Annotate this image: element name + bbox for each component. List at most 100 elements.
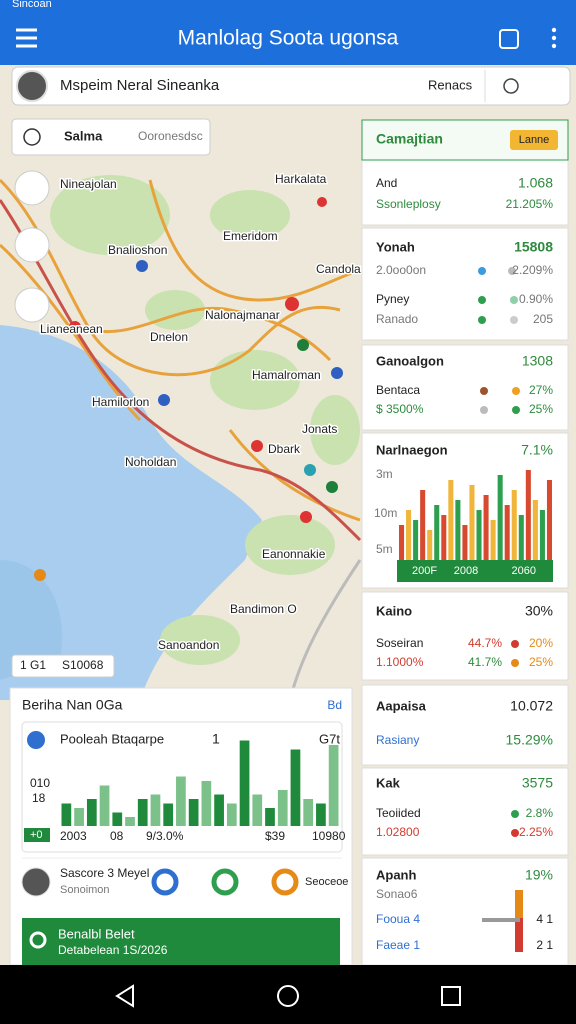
value: 44.7% bbox=[468, 636, 502, 650]
bar bbox=[441, 515, 447, 560]
value: 205 bbox=[533, 312, 553, 326]
label: Pyney bbox=[376, 292, 409, 306]
search-button[interactable]: Renacs bbox=[428, 77, 473, 92]
bar bbox=[150, 794, 161, 826]
shape bbox=[136, 260, 148, 272]
value: 1308 bbox=[522, 353, 553, 369]
back-button[interactable] bbox=[115, 984, 134, 1008]
banner[interactable] bbox=[22, 918, 340, 965]
bar bbox=[469, 485, 475, 560]
recents-button[interactable] bbox=[441, 986, 461, 1006]
status-time: Sincoan bbox=[12, 0, 52, 10]
action-button[interactable] bbox=[499, 29, 519, 49]
map-pins[interactable] bbox=[34, 197, 343, 581]
label: 1.1000% bbox=[376, 655, 424, 669]
bar bbox=[511, 490, 517, 560]
label: Ranado bbox=[376, 312, 418, 326]
profile-action[interactable]: Seoceoe bbox=[305, 876, 348, 888]
x-label: 2008 bbox=[454, 565, 478, 577]
search-bar[interactable] bbox=[11, 66, 571, 106]
x-label: 08 bbox=[110, 829, 124, 843]
map-scale-text: S10068 bbox=[62, 658, 104, 672]
avatar[interactable] bbox=[16, 70, 48, 102]
bar bbox=[201, 781, 212, 826]
panel-link[interactable]: Bd bbox=[327, 698, 342, 712]
bar bbox=[214, 794, 224, 826]
shape bbox=[24, 828, 50, 842]
filter-label: Salma bbox=[64, 128, 103, 143]
value: 3575 bbox=[522, 775, 553, 791]
bar bbox=[74, 808, 84, 826]
bar bbox=[328, 745, 339, 826]
chart-axis bbox=[397, 560, 553, 582]
bar bbox=[239, 740, 250, 826]
parks bbox=[50, 175, 360, 665]
shape bbox=[361, 227, 569, 341]
shape bbox=[331, 367, 343, 379]
map-controls[interactable] bbox=[14, 170, 50, 323]
bar bbox=[483, 495, 489, 560]
shape bbox=[361, 344, 569, 431]
filter-option[interactable]: Ooronesdsc bbox=[138, 129, 203, 143]
shape bbox=[29, 931, 47, 949]
card-title: Camajtian bbox=[376, 131, 443, 147]
banner-sub: Detabelean 1S/2026 bbox=[58, 943, 168, 957]
bar bbox=[427, 530, 433, 560]
shape bbox=[14, 287, 50, 323]
bar bbox=[99, 785, 110, 826]
value: 25% bbox=[529, 655, 553, 669]
label: 1.02800 bbox=[376, 825, 420, 839]
shape bbox=[211, 868, 239, 896]
shape bbox=[69, 321, 81, 333]
shape bbox=[511, 640, 519, 648]
side-panel: Camajtian Lanne And 1.068 Ssonleplosy 21… bbox=[361, 119, 569, 966]
shape bbox=[151, 868, 179, 896]
x-label: 9/3.0% bbox=[146, 829, 184, 843]
label: Kaino bbox=[376, 603, 412, 618]
chart-title: Pooleah Btaqarpe bbox=[60, 731, 164, 746]
shape bbox=[89, 307, 332, 362]
shape bbox=[251, 440, 263, 452]
value: 27% bbox=[529, 383, 553, 397]
bar bbox=[434, 505, 440, 560]
bar bbox=[546, 480, 552, 560]
menu-button[interactable] bbox=[16, 28, 37, 48]
value: 21.205% bbox=[506, 197, 554, 211]
shape bbox=[21, 867, 51, 897]
stats-panel: Beriha Nan 0Ga Bd Pooleah Btaqarpe 1 G7t… bbox=[9, 687, 353, 966]
home-button[interactable] bbox=[277, 985, 299, 1007]
x-label: $39 bbox=[265, 829, 285, 843]
icon-button[interactable] bbox=[503, 78, 519, 94]
label: Ssonleplosy bbox=[376, 197, 441, 211]
value: 25% bbox=[529, 402, 553, 416]
shape bbox=[511, 659, 519, 667]
value: 15808 bbox=[514, 239, 553, 255]
bar bbox=[277, 790, 288, 826]
label: Kak bbox=[376, 775, 401, 790]
bar bbox=[226, 803, 237, 826]
shape bbox=[14, 227, 50, 263]
shape bbox=[551, 27, 557, 33]
overflow-button[interactable] bbox=[551, 27, 557, 49]
label: 2.0oo0on bbox=[376, 263, 426, 277]
map-scale bbox=[11, 654, 115, 678]
bar bbox=[86, 799, 97, 826]
route bbox=[0, 199, 362, 542]
bar bbox=[399, 525, 405, 560]
value: 7.1% bbox=[521, 442, 553, 458]
filter-chip[interactable] bbox=[11, 118, 211, 156]
bar bbox=[163, 803, 174, 826]
shape bbox=[551, 35, 557, 41]
value: 2.25% bbox=[519, 825, 553, 839]
svg-text:Hamalroman: Hamalroman bbox=[252, 368, 321, 382]
value: 30% bbox=[525, 603, 553, 619]
bar bbox=[125, 817, 135, 826]
svg-text:Emeridom: Emeridom bbox=[223, 229, 278, 243]
shape bbox=[510, 296, 518, 304]
shape bbox=[304, 464, 316, 476]
shape bbox=[511, 829, 519, 837]
svg-text:Candolan: Candolan bbox=[316, 262, 367, 276]
shape bbox=[478, 316, 486, 324]
app-title: Manlolag Soota ugonsa bbox=[178, 27, 399, 50]
bar bbox=[188, 799, 199, 826]
